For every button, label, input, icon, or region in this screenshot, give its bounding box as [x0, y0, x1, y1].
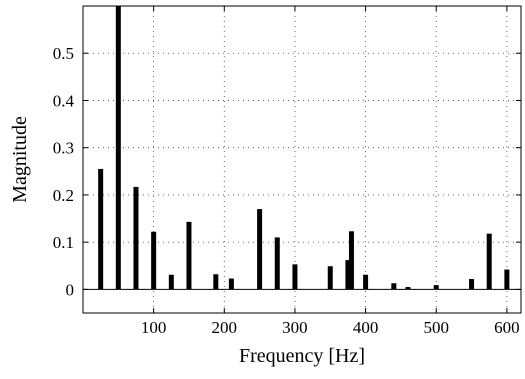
bars	[98, 6, 510, 290]
bar	[363, 274, 369, 290]
bar	[213, 274, 219, 290]
bar	[115, 6, 121, 290]
x-tick-label: 600	[494, 318, 520, 337]
bar	[292, 264, 298, 290]
x-tick-labels: 100 200 300 400 500 600	[141, 318, 520, 337]
x-tick-label: 500	[423, 318, 449, 337]
bar	[348, 231, 354, 290]
plot-area	[82, 5, 522, 314]
x-tick-label: 400	[353, 318, 379, 337]
bar	[133, 186, 139, 290]
y-tick-label: 0.5	[53, 44, 74, 63]
y-tick-label: 0.2	[53, 186, 74, 205]
y-tick-label: 0	[66, 280, 75, 299]
bar	[504, 269, 510, 290]
y-tick-label: 0.4	[53, 91, 75, 110]
bar	[98, 168, 104, 290]
bar	[151, 231, 157, 290]
bar	[345, 260, 351, 290]
bar	[433, 285, 439, 290]
x-tick-label: 100	[141, 318, 167, 337]
bar	[405, 287, 411, 290]
bar	[469, 278, 475, 290]
bar	[168, 274, 174, 290]
bar	[228, 278, 234, 290]
bar	[391, 283, 397, 290]
bar	[327, 266, 333, 290]
bar	[257, 209, 263, 290]
bar	[486, 233, 492, 290]
y-tick-label: 0.3	[53, 139, 74, 158]
grid	[83, 6, 521, 313]
x-axis-label: Frequency [Hz]	[239, 345, 365, 367]
x-tick-label: 300	[282, 318, 308, 337]
y-tick-labels: 0 0.1 0.2 0.3 0.4 0.5	[53, 44, 75, 299]
bar	[274, 237, 280, 290]
ticks	[83, 6, 521, 313]
bar	[186, 221, 192, 290]
x-tick-label: 200	[212, 318, 238, 337]
y-tick-label: 0.1	[53, 233, 74, 252]
y-axis-label: Magnitude	[9, 116, 31, 203]
